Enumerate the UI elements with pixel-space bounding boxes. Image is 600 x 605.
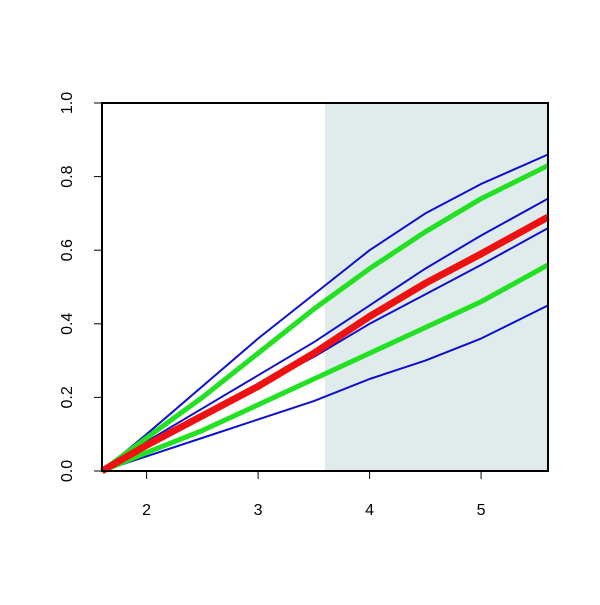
x-tick-label: 5 bbox=[477, 502, 486, 519]
x-tick-label: 2 bbox=[142, 502, 151, 519]
x-tick-label: 3 bbox=[254, 502, 263, 519]
line bbox=[101, 197, 549, 472]
line bbox=[101, 262, 550, 474]
line bbox=[100, 163, 550, 474]
y-tick-label: 0.4 bbox=[59, 313, 76, 335]
shaded-region bbox=[325, 103, 548, 471]
line bbox=[100, 214, 550, 475]
y-tick-label: 0.0 bbox=[59, 460, 76, 482]
line bbox=[101, 153, 549, 472]
plot-frame bbox=[101, 102, 549, 472]
line bbox=[101, 304, 549, 472]
x-tick-label: 4 bbox=[365, 502, 374, 519]
y-tick-label: 1.0 bbox=[59, 92, 76, 114]
y-tick-label: 0.8 bbox=[59, 165, 76, 187]
y-tick-label: 0.2 bbox=[59, 386, 76, 408]
y-tick-label: 0.6 bbox=[59, 239, 76, 261]
